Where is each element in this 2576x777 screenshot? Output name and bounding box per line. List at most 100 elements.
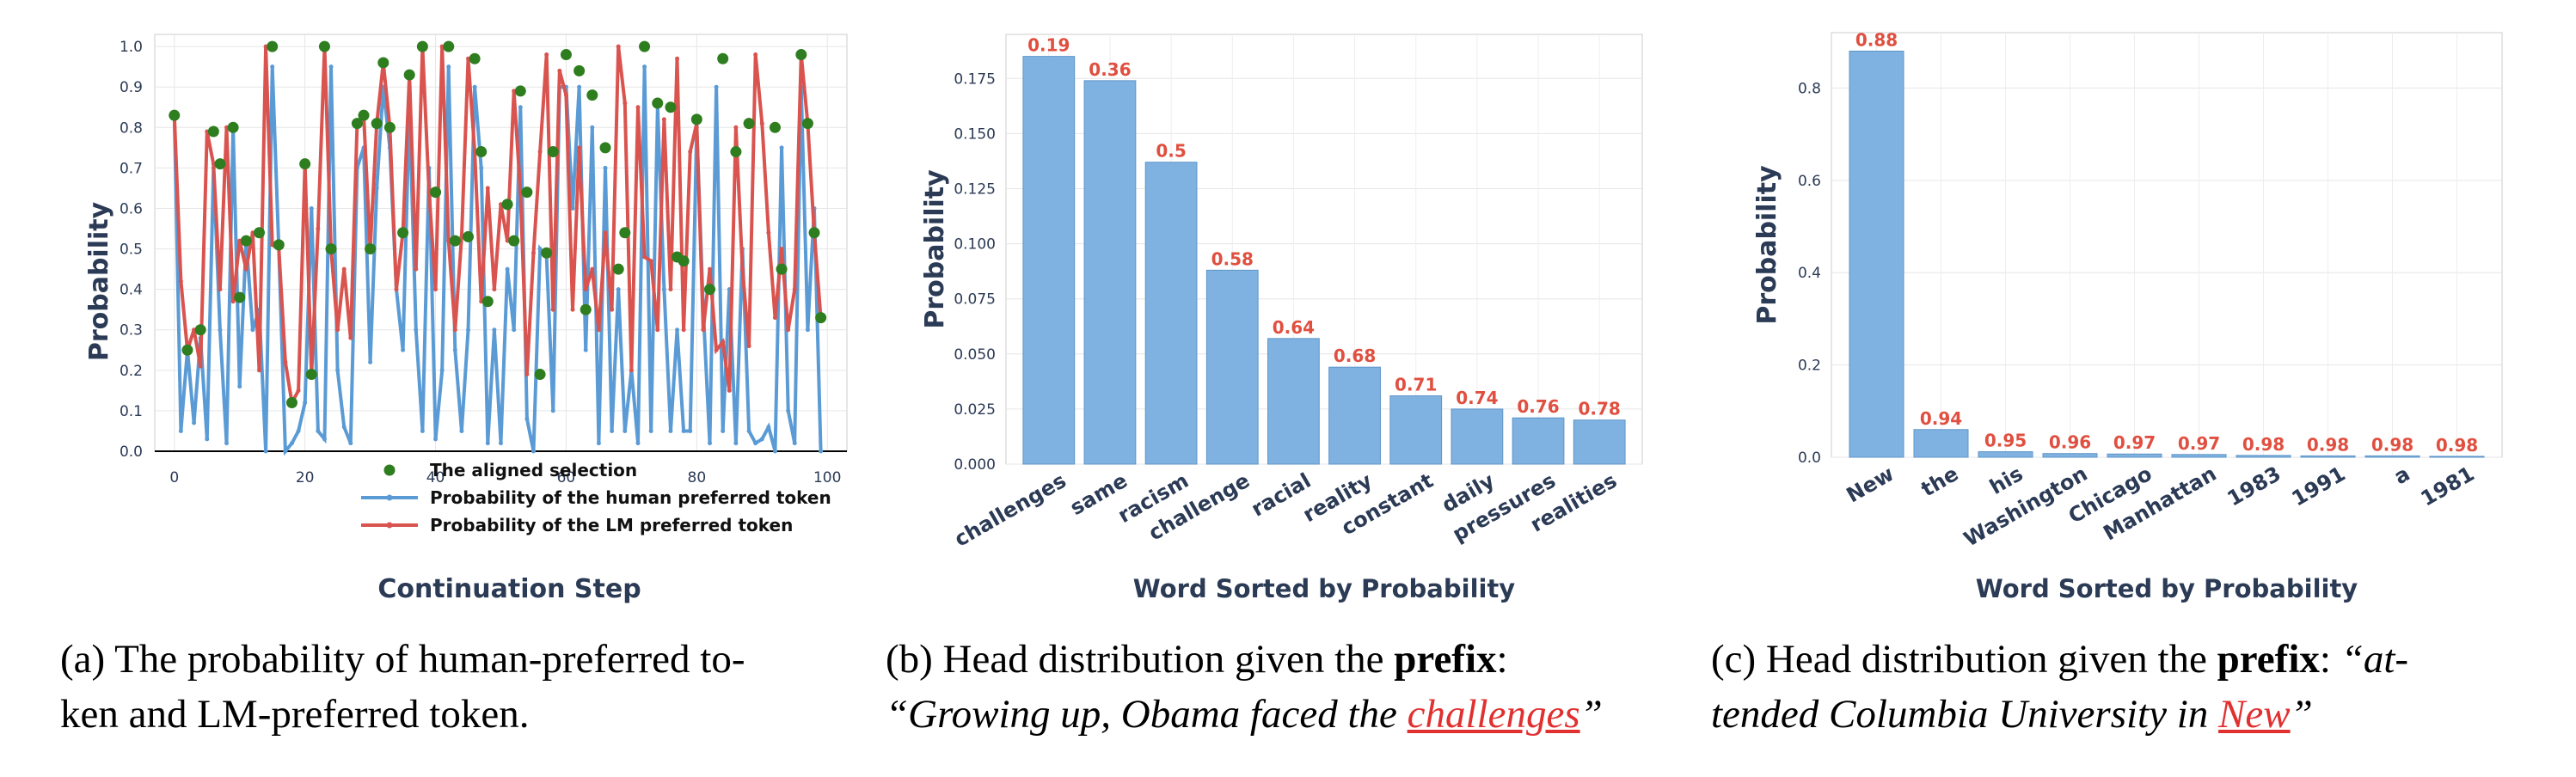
lm-preferred-point xyxy=(583,287,588,292)
lm-preferred-point xyxy=(642,254,647,260)
bar-same xyxy=(1083,80,1137,465)
x-axis-title: Word Sorted by Probability xyxy=(1133,574,1516,603)
x-tick-label: his xyxy=(1985,462,2027,499)
lm-preferred-point xyxy=(485,186,490,191)
human-preferred-point xyxy=(708,441,713,446)
aligned-selection-point xyxy=(514,85,526,97)
bar-data-label: 0.58 xyxy=(1211,248,1254,269)
aligned-selection-point xyxy=(815,312,827,324)
human-preferred-point xyxy=(648,428,653,433)
human-preferred-point xyxy=(316,428,321,433)
x-tick-label: 40 xyxy=(426,469,445,486)
legend-label: The aligned selection xyxy=(430,460,637,480)
bar-1983 xyxy=(2236,455,2291,458)
bar-data-label: 0.19 xyxy=(1027,35,1070,56)
aligned-selection-point xyxy=(612,263,624,275)
caption-c-quote-start: “at- xyxy=(2340,637,2409,682)
aligned-selection-point xyxy=(181,344,193,356)
bar-1981 xyxy=(2429,456,2485,458)
x-tick-label: 80 xyxy=(688,469,707,486)
human-preferred-point xyxy=(446,64,451,70)
aligned-selection-point xyxy=(430,187,442,199)
aligned-selection-point xyxy=(599,142,611,154)
human-preferred-point xyxy=(348,441,353,446)
human-preferred-point xyxy=(335,368,340,373)
human-preferred-point xyxy=(570,205,575,211)
lm-preferred-point xyxy=(452,327,457,333)
bar-data-label: 0.64 xyxy=(1273,317,1315,338)
caption-c: (c) Head distribution given the prefix: … xyxy=(1711,632,2562,742)
lm-preferred-point xyxy=(721,340,726,345)
y-tick-label: 0.150 xyxy=(954,125,996,143)
y-tick-label: 0.2 xyxy=(1798,358,1821,375)
human-preferred-point xyxy=(512,327,517,333)
human-preferred-point xyxy=(688,428,693,433)
x-axis-title: Word Sorted by Probability xyxy=(1976,574,2358,603)
aligned-selection-point xyxy=(652,97,664,109)
human-preferred-point xyxy=(766,425,771,430)
aligned-selection-point xyxy=(416,40,428,52)
lm-preferred-point xyxy=(681,327,686,333)
human-preferred-point xyxy=(492,327,497,333)
lm-preferred-point xyxy=(727,388,732,393)
x-tick-label: the xyxy=(1917,462,1963,502)
lm-preferred-point xyxy=(753,52,758,58)
lm-preferred-point xyxy=(668,287,673,292)
caption-c-quote-end: ” xyxy=(2290,692,2313,737)
aligned-selection-point xyxy=(397,227,409,239)
lm-preferred-point xyxy=(563,93,568,98)
bar-constant xyxy=(1389,395,1443,465)
human-preferred-point xyxy=(218,327,223,333)
human-preferred-point xyxy=(205,437,210,442)
human-preferred-point xyxy=(518,105,523,110)
aligned-selection-point xyxy=(560,49,572,61)
bar-reality xyxy=(1328,366,1381,465)
line-chart-svg: 0.0 0.1 0.2 0.3 0.4 0.5 0.6 0.7 0.8 0.9 1.0 0 20 40 60… xyxy=(84,34,848,604)
bar-chart-svg: 0.000 0.025 0.050 0.075 0.100 0.125 0.150 0.175… xyxy=(920,34,1643,603)
legend-marker-aligned xyxy=(383,464,396,476)
y-tick-label: 0.8 xyxy=(120,119,143,137)
y-tick-label: 0.050 xyxy=(954,346,996,364)
human-preferred-point xyxy=(414,327,419,333)
aligned-selection-point xyxy=(534,369,546,381)
lm-preferred-point xyxy=(257,368,262,373)
plot-area xyxy=(154,34,848,452)
head-distribution-challenges-chart: 0.000 0.025 0.050 0.075 0.100 0.125 0.150 0.175… xyxy=(868,0,1728,619)
human-preferred-point xyxy=(596,441,601,446)
lm-preferred-point xyxy=(708,266,713,272)
human-preferred-point xyxy=(531,449,536,454)
y-tick-label: 0.0 xyxy=(120,444,143,461)
human-preferred-point xyxy=(296,428,301,433)
human-preferred-point xyxy=(479,165,484,170)
human-preferred-point xyxy=(466,327,471,333)
lm-preferred-point xyxy=(243,266,248,272)
lm-preferred-point xyxy=(648,259,653,264)
human-preferred-point xyxy=(577,84,582,89)
y-tick-label: 0.2 xyxy=(120,363,143,380)
aligned-selection-point xyxy=(547,146,559,158)
lm-preferred-point xyxy=(335,327,340,333)
aligned-selection-point xyxy=(325,243,337,255)
legend-label: Probability of the human preferred token xyxy=(430,487,831,508)
human-preferred-point xyxy=(368,359,373,364)
lm-preferred-point xyxy=(596,327,601,333)
human-preferred-point xyxy=(505,266,510,272)
lm-preferred-point xyxy=(629,368,634,373)
aligned-selection-point xyxy=(639,40,651,52)
lm-preferred-point xyxy=(348,335,353,340)
aligned-selection-point xyxy=(285,396,297,408)
y-tick-label: 0.5 xyxy=(120,242,143,259)
aligned-selection-point xyxy=(481,296,494,308)
human-preferred-point xyxy=(178,428,183,433)
aligned-selection-point xyxy=(273,239,285,251)
aligned-selection-point xyxy=(690,113,702,125)
human-preferred-point xyxy=(623,428,628,433)
bar-challenge xyxy=(1205,269,1259,465)
bar-chart-svg: 0.0 0.2 0.4 0.6 0.8 0.88 New 0.94 the 0.95 his 0.96… xyxy=(1752,29,2503,603)
bar-data-label: 0.76 xyxy=(1517,396,1559,417)
y-tick-label: 0.1 xyxy=(120,403,143,420)
y-tick-label: 1.0 xyxy=(120,39,143,56)
human-preferred-point xyxy=(459,428,464,433)
human-preferred-point xyxy=(237,384,242,389)
caption-a-line2: ken and LM-preferred token. xyxy=(60,692,530,737)
